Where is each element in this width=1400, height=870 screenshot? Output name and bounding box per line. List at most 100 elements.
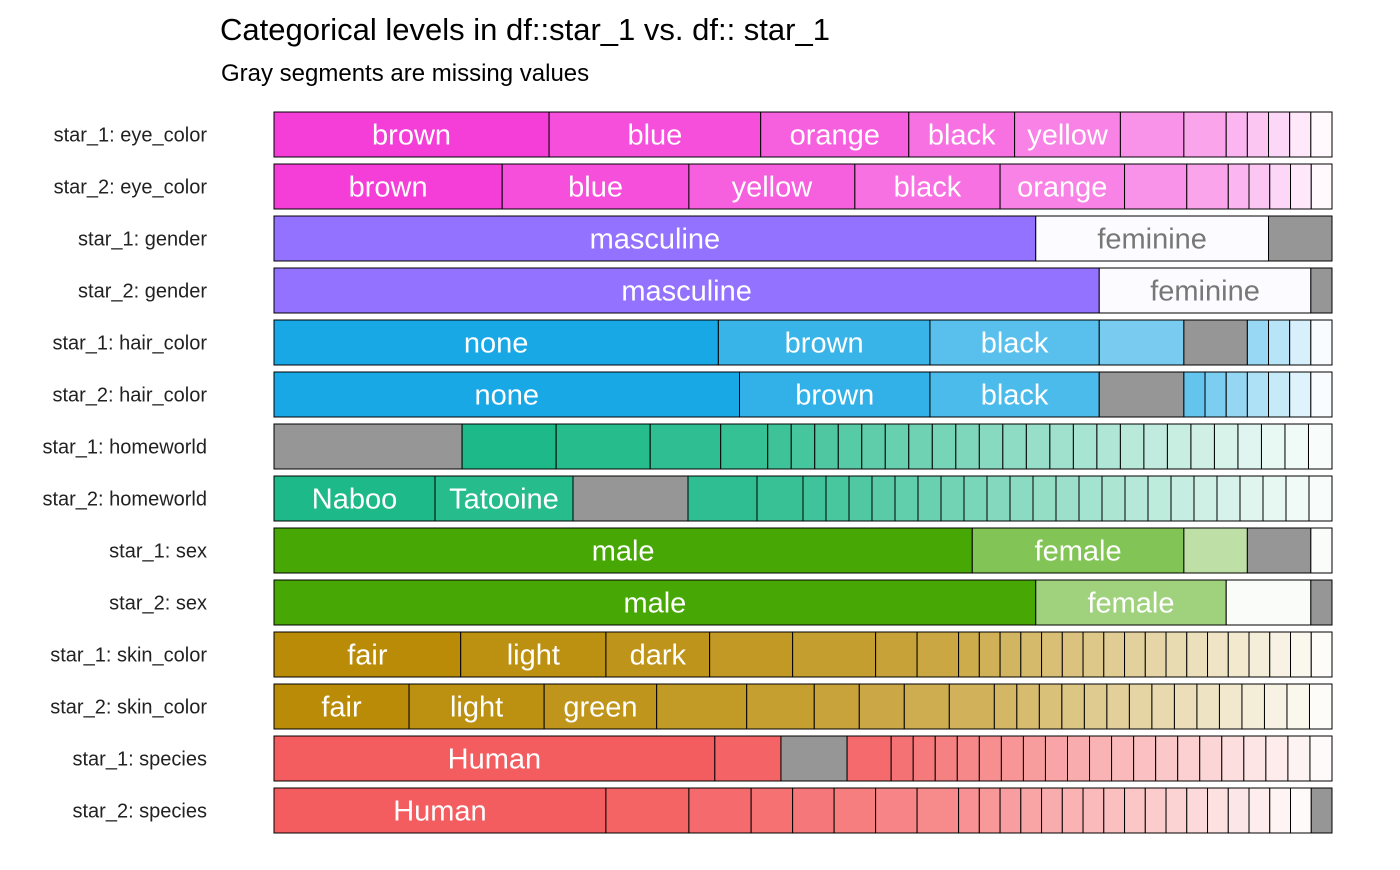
level-segment [978, 631, 1001, 678]
level-segment [1111, 735, 1135, 782]
segment-label: male [623, 588, 686, 620]
segment-label: green [563, 692, 637, 724]
level-segment [956, 735, 980, 782]
level-segment [908, 111, 1016, 158]
level-segment [273, 267, 1100, 314]
segment-label: Naboo [312, 484, 397, 516]
level-segment [1173, 683, 1198, 730]
level-segment [1124, 475, 1149, 522]
level-segment [1289, 371, 1312, 418]
level-segment [958, 631, 980, 678]
level-segment [1284, 423, 1309, 470]
level-segment [1103, 787, 1126, 834]
segment-label: black [894, 172, 962, 204]
level-segment [1170, 475, 1195, 522]
segment-label: brown [785, 328, 864, 360]
level-segment [1289, 319, 1312, 366]
level-segment [825, 475, 850, 522]
level-segment [1002, 423, 1027, 470]
row-label: star_2: species [72, 801, 207, 823]
level-segment [1290, 631, 1312, 678]
row-label: star_2: eye_color [54, 177, 208, 199]
level-segment [756, 475, 804, 522]
level-segment [1285, 475, 1310, 522]
level-segment [1268, 319, 1291, 366]
level-segment [1025, 423, 1051, 470]
level-segment [993, 683, 1018, 730]
level-segment [746, 683, 815, 730]
level-segment [875, 787, 918, 834]
level-segment [1310, 163, 1333, 210]
level-segment [1265, 735, 1289, 782]
level-segment [605, 631, 711, 678]
missing-segment [273, 423, 463, 470]
level-segment [750, 787, 794, 834]
level-segment [739, 371, 931, 418]
level-segment [1239, 475, 1264, 522]
level-segment [1124, 787, 1146, 834]
row-label: star_2: skin_color [50, 697, 207, 719]
level-segment [1216, 475, 1241, 522]
level-segment [1241, 683, 1265, 730]
level-segment [792, 631, 877, 678]
level-segment [999, 631, 1022, 678]
level-segment [1268, 111, 1291, 158]
level-segment [1269, 163, 1292, 210]
level-segment [1310, 319, 1333, 366]
segment-label: black [928, 120, 996, 152]
level-segment [1227, 787, 1250, 834]
level-segment [1227, 163, 1250, 210]
level-segment [1098, 319, 1185, 366]
segment-label: none [464, 328, 529, 360]
row-label: star_1: species [72, 749, 207, 771]
segment-label: masculine [621, 276, 752, 308]
segment-label: yellow [1027, 120, 1109, 152]
level-segment [1269, 631, 1292, 678]
level-segment [931, 423, 957, 470]
level-segment [1310, 111, 1333, 158]
level-segment [908, 423, 933, 470]
row-label: star_2: gender [78, 281, 207, 303]
level-segment [273, 111, 550, 158]
level-segment [814, 423, 839, 470]
level-segment [1186, 163, 1229, 210]
level-segment [1227, 631, 1250, 678]
segment-label: none [475, 380, 540, 412]
segment-label: Human [393, 796, 487, 828]
level-segment [501, 163, 690, 210]
level-segment [1310, 371, 1333, 418]
level-segment [1186, 787, 1209, 834]
level-segment [434, 475, 574, 522]
level-segment [1067, 735, 1091, 782]
segment-label: Tatooine [449, 484, 559, 516]
segment-label: yellow [732, 172, 814, 204]
level-segment [720, 423, 769, 470]
row-label: star_2: homeworld [42, 489, 207, 511]
missing-segment [1310, 267, 1333, 314]
level-segment [1225, 371, 1248, 418]
level-segment [1269, 787, 1292, 834]
segment-label: fair [321, 692, 362, 724]
chart-subtitle: Gray segments are missing values [221, 60, 590, 87]
level-segment [1016, 683, 1040, 730]
level-segment [1083, 683, 1108, 730]
segment-label: male [592, 536, 655, 568]
level-segment [688, 163, 856, 210]
level-segment [1183, 527, 1248, 574]
level-segment [1289, 111, 1312, 158]
level-segment [1106, 683, 1130, 730]
level-segment [1061, 683, 1085, 730]
level-segment [1221, 735, 1245, 782]
segment-label: blue [568, 172, 623, 204]
row-label: star_1: eye_color [54, 125, 208, 147]
level-segment [884, 423, 910, 470]
level-segment [1041, 631, 1063, 678]
level-segment [929, 319, 1100, 366]
level-segment [1263, 683, 1288, 730]
segment-label: black [981, 328, 1049, 360]
level-segment [1248, 631, 1271, 678]
level-segment [1196, 683, 1220, 730]
segment-label: feminine [1097, 224, 1207, 256]
segment-label: feminine [1150, 276, 1260, 308]
level-segment [854, 163, 1001, 210]
